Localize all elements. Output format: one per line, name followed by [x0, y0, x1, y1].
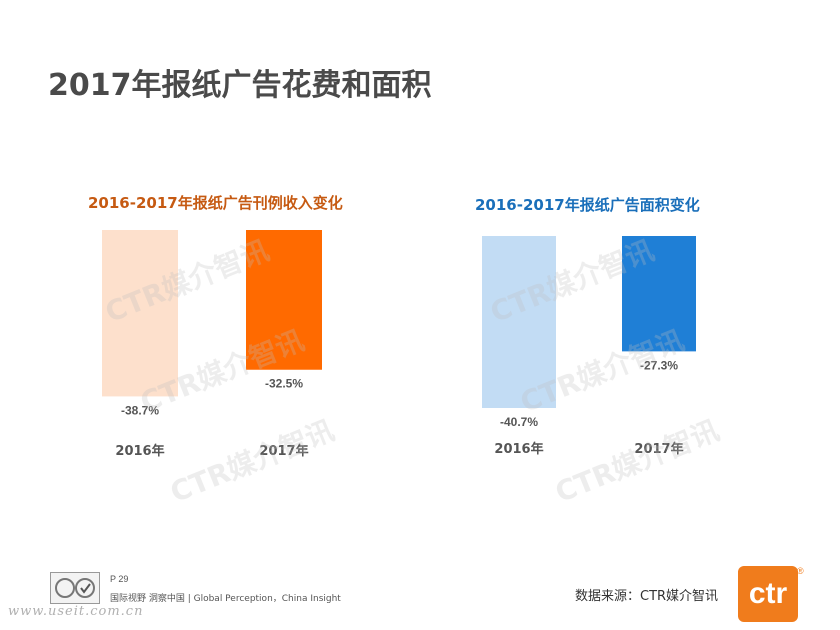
- category-label: 2017年: [259, 443, 308, 459]
- data-source: 数据来源：CTR媒介智讯: [575, 589, 719, 604]
- category-label: 2016年: [494, 441, 543, 457]
- registered-mark: ®: [797, 566, 804, 576]
- certification-logo: [50, 572, 100, 604]
- ctr-logo: ctr: [738, 566, 798, 622]
- chart-plot: -40.7% 2016年 -27.3% 2017年: [482, 236, 696, 457]
- area-change-chart: 2016-2017年报纸广告面积变化 -40.7% 2016年 -27.3% 2017…: [455, 185, 755, 475]
- bar-1: [482, 236, 556, 408]
- data-label: -27.3%: [640, 358, 678, 372]
- chart-title: 2016-2017年报纸广告刊例收入变化: [88, 194, 343, 212]
- category-label: 2016年: [115, 443, 164, 459]
- chart-plot: -38.7% 2016年 -32.5% 2017年: [102, 230, 322, 459]
- data-label: -32.5%: [265, 377, 303, 391]
- bar-2: [622, 236, 696, 352]
- data-label: -38.7%: [121, 403, 159, 417]
- page-number: P 29: [110, 574, 129, 584]
- footer-slogan: 国际视野 洞察中国 | Global Perception，China Insi…: [110, 594, 341, 604]
- bar-2: [246, 230, 322, 370]
- chart-title: 2016-2017年报纸广告面积变化: [475, 196, 700, 214]
- page-title: 2017年报纸广告花费和面积: [48, 68, 432, 103]
- data-label: -40.7%: [500, 415, 538, 429]
- certification-icon: [55, 578, 95, 598]
- category-label: 2017年: [634, 441, 683, 457]
- bar-1: [102, 230, 178, 397]
- footer-url: www.useit.com.cn: [8, 604, 144, 619]
- revenue-change-chart: 2016-2017年报纸广告刊例收入变化 -38.7% 2016年 -32.5% 20…: [70, 185, 370, 475]
